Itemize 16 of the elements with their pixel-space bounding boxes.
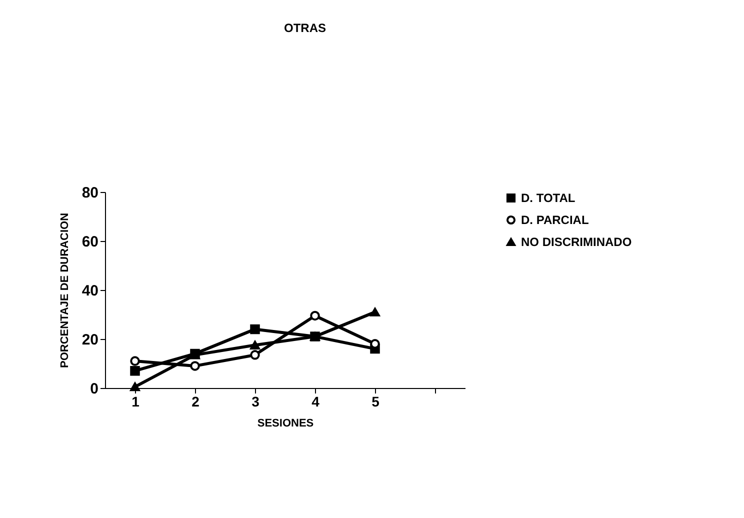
legend-label: D. TOTAL bbox=[521, 191, 576, 205]
legend-label: D. PARCIAL bbox=[521, 213, 589, 227]
x-tick-label: 4 bbox=[312, 394, 320, 410]
y-axis-title: PORCENTAJE DE DURACION bbox=[58, 212, 71, 368]
legend-label: NO DISCRIMINADO bbox=[521, 235, 632, 249]
y-tick-label: 80 bbox=[82, 184, 98, 202]
x-tick-label: 5 bbox=[372, 394, 380, 410]
x-tick-label: 2 bbox=[192, 394, 200, 410]
x-tick-label: 3 bbox=[252, 394, 260, 410]
x-axis-title: SESIONES bbox=[257, 418, 314, 430]
y-tick-label: 60 bbox=[82, 234, 98, 250]
chart-title: OTRAS bbox=[284, 21, 326, 35]
y-tick-label: 0 bbox=[90, 380, 98, 398]
y-tick-label: 20 bbox=[82, 332, 98, 348]
x-tick-label: 1 bbox=[132, 394, 140, 410]
y-tick-label: 40 bbox=[82, 282, 98, 300]
